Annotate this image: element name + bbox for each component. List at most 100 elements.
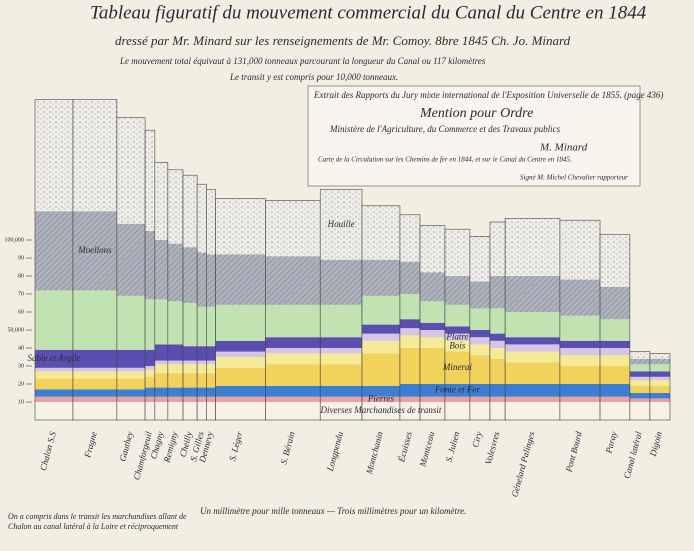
segment [361,396,400,402]
segment-texture [361,259,400,296]
segment [629,371,650,377]
segment [559,315,601,341]
segment-texture [35,211,73,291]
segment-texture [197,252,207,307]
y-tick-label: 50,000 [8,327,25,333]
segment [489,348,506,359]
segment [145,387,155,397]
segment [320,396,362,402]
segment [444,326,470,334]
segment-texture [320,259,362,305]
chart-title: Tableau figuratif du mouvement commercia… [90,2,647,23]
segment [559,384,601,397]
segment [469,384,490,397]
segment [420,301,445,323]
segment [145,376,155,388]
segment [420,384,445,397]
segment [600,340,630,348]
segment-texture [649,358,670,365]
segment [35,396,73,402]
segment [116,396,146,402]
segment [154,360,168,365]
segment [215,340,266,352]
segment [197,373,207,388]
segment [649,402,670,420]
segment [505,362,560,384]
segment-texture [265,200,321,257]
segment [399,384,421,397]
segment [183,373,198,388]
segment-texture [600,286,630,320]
segment [489,396,506,402]
segment [559,402,601,420]
segment-texture [399,261,421,294]
segment [197,346,207,361]
segment [35,402,73,420]
segment [505,351,560,363]
segment [197,396,207,402]
annotation-frame [307,85,641,187]
segment [265,396,321,402]
segment [197,387,207,397]
segment [600,319,630,341]
segment [505,396,560,402]
segment [559,366,601,384]
segment [215,304,266,341]
segment-texture [183,247,198,303]
segment-texture [600,234,630,287]
segment [35,371,73,379]
segment [361,402,400,420]
segment [116,371,146,379]
segment [197,360,207,365]
segment [145,396,155,402]
segment-texture [361,205,400,260]
segment [505,384,560,397]
segment [320,385,362,397]
segment [197,364,207,374]
segment-texture [72,99,117,212]
segment-texture [35,99,73,212]
segment [469,344,490,356]
segment [399,396,421,402]
segment-texture [215,254,266,305]
segment [215,351,266,357]
segment [116,389,146,397]
y-tick-label: 40 [18,345,24,351]
segment [145,366,155,370]
segment [629,364,650,372]
segment [505,312,560,338]
segment [154,387,168,397]
segment [206,387,216,397]
segment [72,396,117,402]
y-tick-label: 30 [18,363,24,369]
segment [649,393,670,399]
segment [320,304,362,338]
segment [600,396,630,402]
segment [183,364,198,374]
segment-texture [649,353,670,359]
segment [167,402,184,420]
segment [361,324,400,334]
segment-texture [629,358,650,365]
segment [489,384,506,397]
layer-label: Moellons [77,245,112,255]
segment-texture [420,272,445,302]
segment [361,385,400,397]
segment-texture [183,175,198,248]
segment [154,299,168,345]
segment [206,373,216,388]
segment [183,387,198,397]
annotation-line: Signé M. Michel Chevalier rapporteur [520,174,628,182]
segment [145,402,155,420]
segment [444,396,470,402]
segment [559,355,601,366]
segment [35,389,73,397]
segment [469,308,490,330]
segment-texture [206,254,216,307]
segment [420,337,445,348]
segment [489,308,506,334]
segment [649,380,670,386]
segment [444,402,470,420]
segment [206,346,216,361]
